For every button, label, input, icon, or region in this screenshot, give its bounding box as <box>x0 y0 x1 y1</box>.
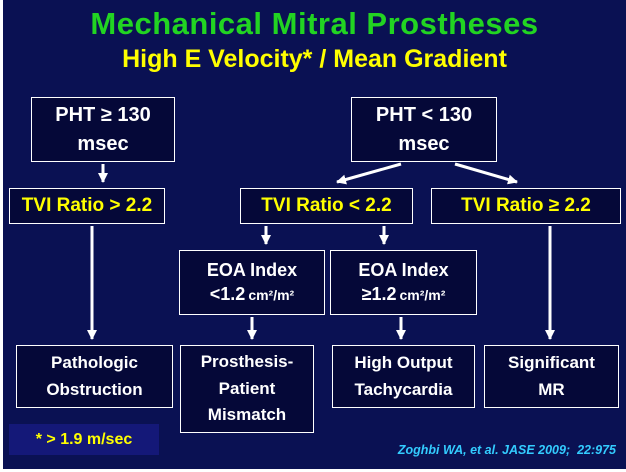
node-eoa-index-low: EOA Index <1.2 cm²/m² <box>179 250 325 315</box>
eoa-high-threshold: ≥1.2 <box>361 284 397 304</box>
eoa-high-value: ≥1.2 cm²/m² <box>362 284 446 305</box>
node-high-output-tachycardia: High Output Tachycardia <box>332 345 475 408</box>
node-eoa-index-high: EOA Index ≥1.2 cm²/m² <box>330 250 477 315</box>
node-pathologic-obstruction: Pathologic Obstruction <box>16 345 173 408</box>
eoa-low-title: EOA Index <box>206 260 298 280</box>
arrow-pht-low-to-tvi-lt <box>336 162 402 185</box>
node-pht-lt-130: PHT < 130 msec <box>351 97 497 162</box>
arrow-pht-low-to-tvi-ge <box>454 162 518 185</box>
eoa-high-units: cm²/m² <box>399 287 446 303</box>
eoa-low-units: cm²/m² <box>248 287 295 303</box>
node-significant-mr: Significant MR <box>484 345 619 408</box>
node-prosthesis-patient-mismatch: Prosthesis- Patient Mismatch <box>180 345 314 433</box>
node-pht-ge-130: PHT ≥ 130 msec <box>31 97 175 162</box>
node-tvi-ratio-lt-2-2: TVI Ratio < 2.2 <box>240 188 413 224</box>
footnote-velocity: * > 1.9 m/sec <box>9 424 159 455</box>
citation-reference: Zoghbi WA, et al. JASE 2009; 22:975 <box>397 443 616 457</box>
node-tvi-ratio-ge-2-2: TVI Ratio ≥ 2.2 <box>431 188 621 224</box>
eoa-low-threshold: <1.2 <box>209 284 246 304</box>
eoa-low-value: <1.2 cm²/m² <box>210 284 294 305</box>
slide-subtitle: High E Velocity* / Mean Gradient <box>122 45 507 73</box>
eoa-high-title: EOA Index <box>358 260 449 280</box>
slide-title: Mechanical Mitral Prostheses <box>90 6 539 41</box>
node-tvi-ratio-gt-2-2: TVI Ratio > 2.2 <box>9 188 165 224</box>
